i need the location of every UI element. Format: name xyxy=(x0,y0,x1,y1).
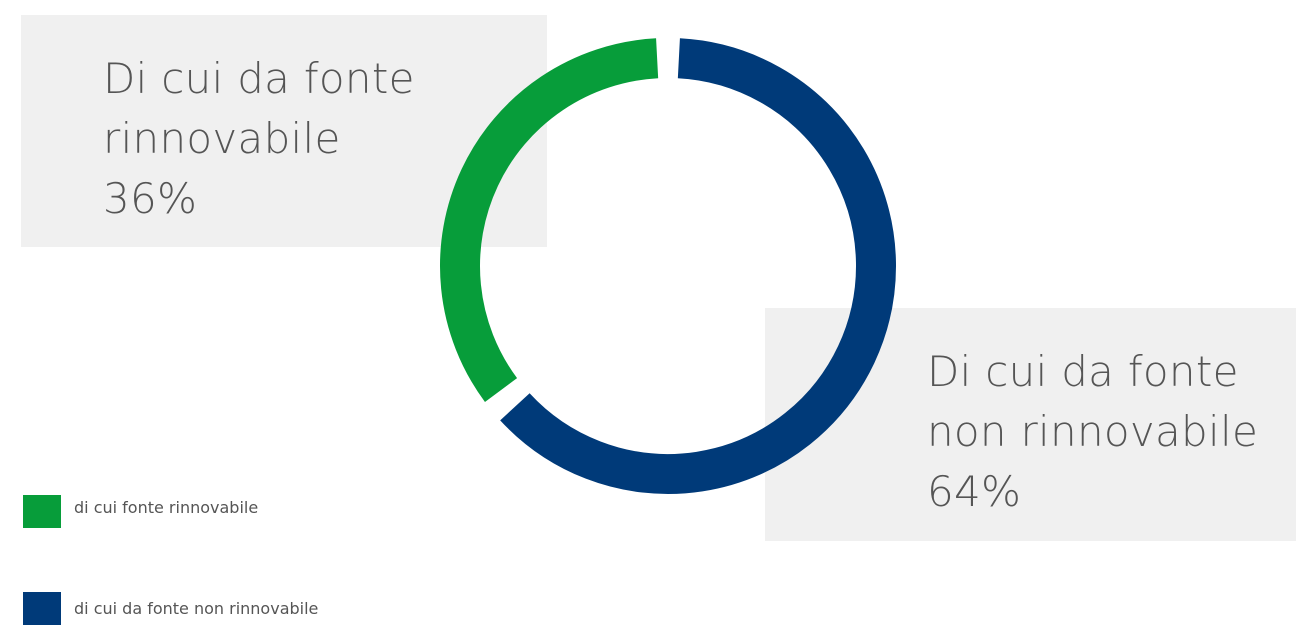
legend-label-non-renewable: di cui da fonte non rinnovabile xyxy=(74,599,319,618)
callout-renewable-percent: 36% xyxy=(103,174,198,223)
callout-renewable-line-1: Di cui da fonte xyxy=(103,54,415,103)
callout-non-renewable-line-1: Di cui da fonte xyxy=(927,347,1239,396)
legend-label-renewable: di cui fonte rinnovabile xyxy=(74,498,259,517)
legend-swatch-renewable xyxy=(23,495,61,528)
callout-non-renewable-line-2: non rinnovabile xyxy=(927,407,1259,456)
callout-renewable: Di cui da fonte rinnovabile 36% xyxy=(21,15,547,247)
donut-slice-non-renewable xyxy=(500,38,896,494)
callout-renewable-line-2: rinnovabile xyxy=(103,114,341,163)
callout-non-renewable-percent: 64% xyxy=(927,467,1022,516)
donut-slice-renewable xyxy=(440,38,659,402)
legend-swatch-non-renewable xyxy=(23,592,61,625)
